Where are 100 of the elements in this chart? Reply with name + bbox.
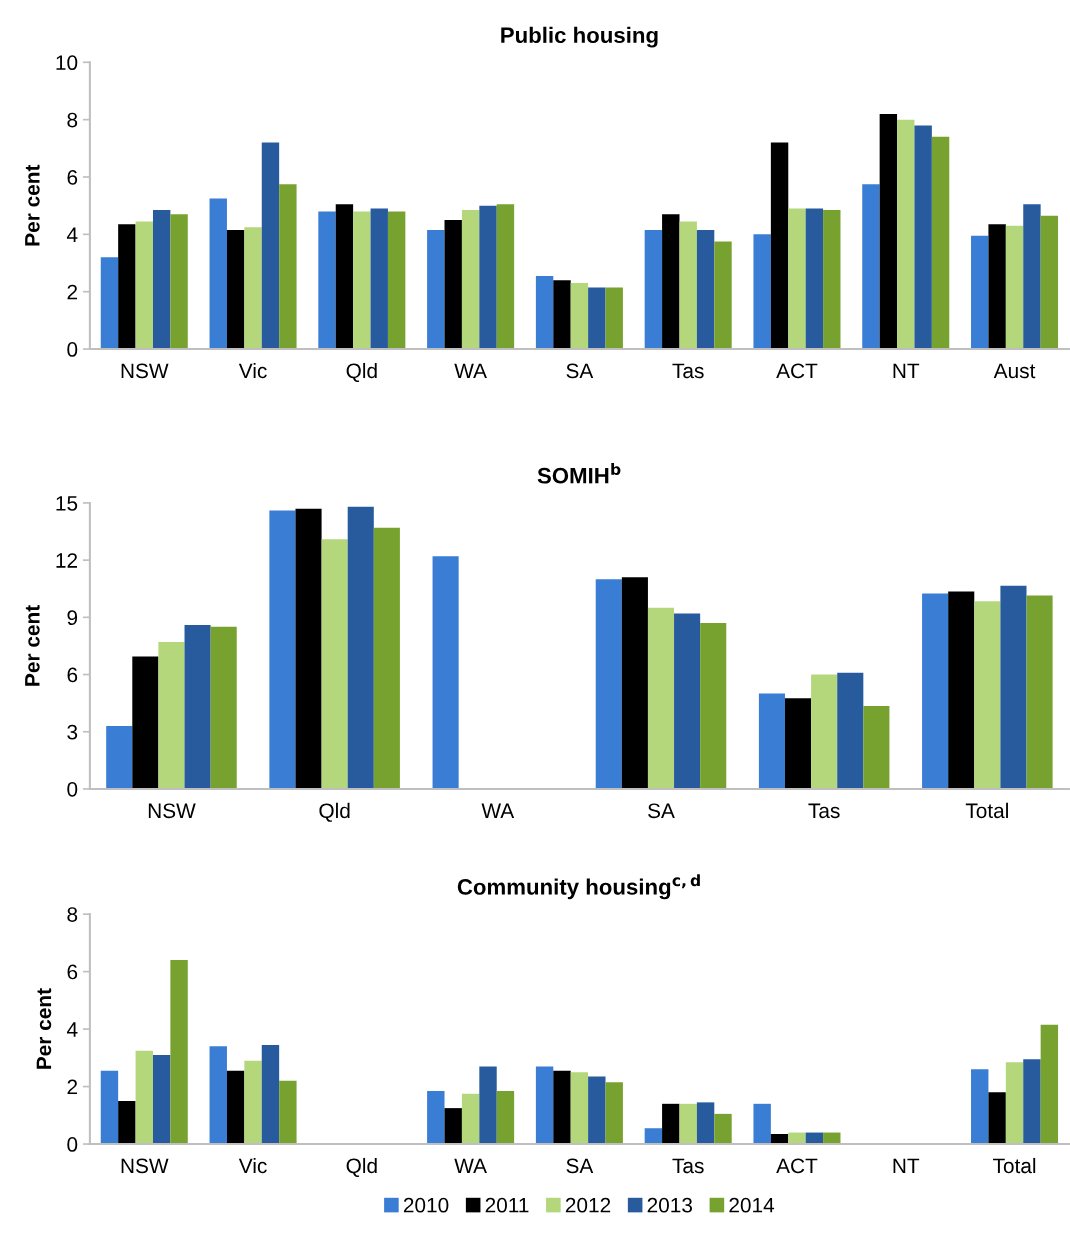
bar (461, 209, 480, 350)
x-tick-label: NSW (121, 363, 169, 379)
bar (479, 1066, 497, 1145)
bar (770, 142, 789, 350)
bar (974, 601, 1001, 789)
bar (1026, 595, 1053, 789)
bar (295, 508, 322, 789)
y-tick-label: 10 (56, 55, 78, 71)
y-tick-label: 3 (67, 724, 78, 740)
bar (605, 1082, 623, 1145)
bar (897, 119, 915, 350)
bar (226, 230, 245, 350)
bar (461, 1093, 480, 1145)
y-tick-label: 6 (67, 667, 78, 683)
bar (988, 224, 1006, 350)
bar (427, 230, 445, 350)
x-tick-label: Tas (672, 363, 704, 379)
bar (696, 1102, 715, 1145)
y-tick-label: 0 (67, 342, 78, 357)
x-tick-label: Vic (238, 362, 267, 379)
bar (209, 198, 227, 350)
bar (948, 591, 975, 789)
bar (605, 287, 623, 350)
bar (244, 1060, 262, 1145)
bar (696, 230, 715, 350)
bar (971, 1069, 989, 1145)
bar (170, 214, 188, 350)
y-tick-label: 2 (67, 284, 78, 300)
bar (805, 208, 824, 350)
bar (170, 960, 188, 1145)
bar (496, 204, 515, 350)
bar (432, 556, 459, 789)
bar (1023, 204, 1041, 350)
bar (479, 205, 497, 350)
x-tick-label: WA (481, 803, 515, 818)
bar (135, 221, 153, 350)
chart-title: Community housing$^{c,d}$ (457, 874, 700, 900)
bar (1000, 585, 1027, 789)
bar (922, 593, 949, 789)
bar (644, 230, 663, 350)
x-tick-label: Vic (238, 1157, 267, 1174)
bar (535, 1066, 554, 1145)
bar (335, 204, 354, 350)
y-tick-label: 8 (67, 907, 78, 922)
legend-label: 2012 (565, 1197, 611, 1213)
bar (152, 1054, 171, 1145)
bar (714, 241, 732, 350)
bar (863, 706, 890, 789)
bar (135, 1050, 153, 1145)
y-tick-label: 2 (67, 1079, 78, 1095)
bar (588, 287, 606, 350)
x-tick-label: NSW (148, 803, 196, 819)
bar (914, 125, 932, 350)
bar (444, 220, 462, 350)
bar (269, 510, 296, 789)
x-tick-label: ACT (776, 1158, 818, 1174)
legend-label: 2013 (647, 1197, 693, 1213)
x-tick-label: SA (566, 1158, 594, 1174)
bar (118, 224, 136, 350)
y-tick-label: 4 (66, 227, 78, 242)
bar (1005, 225, 1024, 350)
bar (971, 235, 989, 350)
y-axis-title: Per cent (36, 988, 52, 1069)
bar (811, 674, 838, 789)
bar (644, 1128, 663, 1145)
legend-label: 2011 (485, 1197, 529, 1213)
y-tick-label: 4 (66, 1022, 78, 1037)
bar (788, 208, 806, 350)
bar (373, 527, 400, 789)
bar (988, 1092, 1006, 1145)
bar (444, 1108, 462, 1145)
bar (535, 275, 554, 350)
x-tick-label: Aust (993, 363, 1036, 379)
y-tick-label: 0 (67, 781, 78, 797)
bar (647, 607, 675, 789)
bar (261, 1044, 280, 1145)
bar (132, 656, 159, 789)
x-tick-label: SA (566, 363, 594, 379)
bar (158, 642, 185, 789)
bar (879, 113, 898, 350)
bar (662, 214, 680, 350)
bar (837, 672, 864, 789)
bar (1040, 215, 1059, 350)
bar (427, 1090, 445, 1145)
x-tick-label: Tas (672, 1158, 704, 1174)
x-tick-label: Total (993, 1157, 1036, 1174)
x-tick-label: Total (965, 802, 1008, 819)
x-tick-label: WA (454, 363, 487, 379)
bar (387, 211, 406, 350)
x-tick-label: NT (893, 1158, 920, 1174)
bar (788, 1132, 806, 1145)
bar (261, 142, 280, 350)
bar (553, 280, 571, 350)
bar (279, 1080, 297, 1145)
bar (753, 1103, 771, 1145)
bar (758, 693, 786, 789)
bar (588, 1076, 606, 1145)
x-tick-label: SA (648, 803, 675, 819)
bar (1023, 1059, 1041, 1145)
bar (118, 1100, 136, 1145)
